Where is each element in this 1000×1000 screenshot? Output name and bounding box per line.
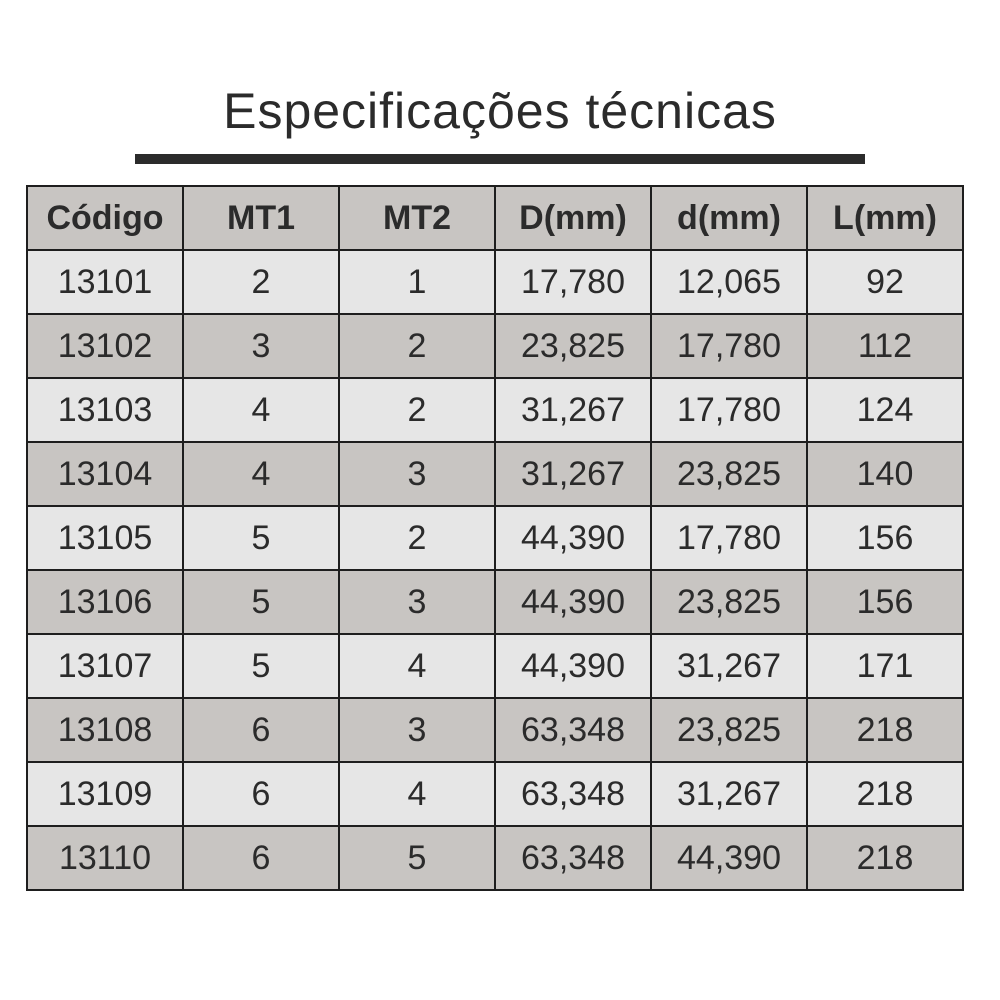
table-cell: 2 bbox=[338, 377, 496, 443]
table-cell: 31,267 bbox=[494, 377, 652, 443]
table-cell: 6 bbox=[182, 761, 340, 827]
table-cell: 124 bbox=[806, 377, 964, 443]
column-header: L(mm) bbox=[806, 185, 964, 251]
table-cell: 2 bbox=[338, 505, 496, 571]
table-cell: 4 bbox=[338, 633, 496, 699]
table-cell: 23,825 bbox=[650, 697, 808, 763]
table-body: 13101 2 1 17,780 12,065 92 13102 3 2 23,825 17,780… bbox=[26, 249, 964, 891]
table-cell: 4 bbox=[182, 377, 340, 443]
table-row: 13105 5 2 44,390 17,780 156 bbox=[26, 505, 964, 571]
table-cell: 17,780 bbox=[650, 505, 808, 571]
table-cell: 3 bbox=[338, 569, 496, 635]
table-cell: 5 bbox=[338, 825, 496, 891]
table-cell: 13105 bbox=[26, 505, 184, 571]
table-cell: 13102 bbox=[26, 313, 184, 379]
table-cell: 13101 bbox=[26, 249, 184, 315]
table-cell: 23,825 bbox=[494, 313, 652, 379]
table-cell: 63,348 bbox=[494, 761, 652, 827]
table-cell: 17,780 bbox=[494, 249, 652, 315]
table-cell: 3 bbox=[182, 313, 340, 379]
table-cell: 2 bbox=[338, 313, 496, 379]
table-cell: 3 bbox=[338, 441, 496, 507]
table-cell: 13107 bbox=[26, 633, 184, 699]
table-cell: 6 bbox=[182, 697, 340, 763]
table-cell: 171 bbox=[806, 633, 964, 699]
table-row: 13104 4 3 31,267 23,825 140 bbox=[26, 441, 964, 507]
table-cell: 13109 bbox=[26, 761, 184, 827]
column-header: MT1 bbox=[182, 185, 340, 251]
column-header: D(mm) bbox=[494, 185, 652, 251]
table-cell: 2 bbox=[182, 249, 340, 315]
table-cell: 31,267 bbox=[650, 761, 808, 827]
table-cell: 63,348 bbox=[494, 825, 652, 891]
table-cell: 17,780 bbox=[650, 313, 808, 379]
table-cell: 4 bbox=[338, 761, 496, 827]
table-cell: 44,390 bbox=[494, 505, 652, 571]
table-cell: 44,390 bbox=[494, 569, 652, 635]
table-cell: 23,825 bbox=[650, 569, 808, 635]
table-cell: 4 bbox=[182, 441, 340, 507]
table-cell: 218 bbox=[806, 761, 964, 827]
table-cell: 13103 bbox=[26, 377, 184, 443]
table-cell: 140 bbox=[806, 441, 964, 507]
table-row: 13101 2 1 17,780 12,065 92 bbox=[26, 249, 964, 315]
header-row: Código MT1 MT2 D(mm) d(mm) L(mm) bbox=[26, 185, 964, 251]
table-cell: 6 bbox=[182, 825, 340, 891]
table-cell: 17,780 bbox=[650, 377, 808, 443]
table-cell: 3 bbox=[338, 697, 496, 763]
table-cell: 12,065 bbox=[650, 249, 808, 315]
table-cell: 31,267 bbox=[494, 441, 652, 507]
table-row: 13106 5 3 44,390 23,825 156 bbox=[26, 569, 964, 635]
table-row: 13110 6 5 63,348 44,390 218 bbox=[26, 825, 964, 891]
table-cell: 1 bbox=[338, 249, 496, 315]
column-header: MT2 bbox=[338, 185, 496, 251]
table-cell: 13104 bbox=[26, 441, 184, 507]
table-cell: 5 bbox=[182, 569, 340, 635]
table-cell: 23,825 bbox=[650, 441, 808, 507]
table-cell: 112 bbox=[806, 313, 964, 379]
table-cell: 92 bbox=[806, 249, 964, 315]
table-cell: 44,390 bbox=[494, 633, 652, 699]
table-cell: 5 bbox=[182, 633, 340, 699]
table-row: 13108 6 3 63,348 23,825 218 bbox=[26, 697, 964, 763]
table-cell: 31,267 bbox=[650, 633, 808, 699]
table-cell: 13106 bbox=[26, 569, 184, 635]
table-row: 13109 6 4 63,348 31,267 218 bbox=[26, 761, 964, 827]
table-cell: 156 bbox=[806, 569, 964, 635]
spec-table: Código MT1 MT2 D(mm) d(mm) L(mm) 13101 2 1 17,78… bbox=[26, 185, 964, 891]
table-cell: 218 bbox=[806, 825, 964, 891]
table-row: 13102 3 2 23,825 17,780 112 bbox=[26, 313, 964, 379]
table-cell: 218 bbox=[806, 697, 964, 763]
column-header: Código bbox=[26, 185, 184, 251]
table-cell: 63,348 bbox=[494, 697, 652, 763]
table-cell: 5 bbox=[182, 505, 340, 571]
title: Especificações técnicas bbox=[223, 83, 777, 139]
table-cell: 44,390 bbox=[650, 825, 808, 891]
column-header: d(mm) bbox=[650, 185, 808, 251]
table-row: 13103 4 2 31,267 17,780 124 bbox=[26, 377, 964, 443]
table-cell: 156 bbox=[806, 505, 964, 571]
table-cell: 13108 bbox=[26, 697, 184, 763]
table-cell: 13110 bbox=[26, 825, 184, 891]
title-rule bbox=[135, 154, 865, 164]
table-row: 13107 5 4 44,390 31,267 171 bbox=[26, 633, 964, 699]
